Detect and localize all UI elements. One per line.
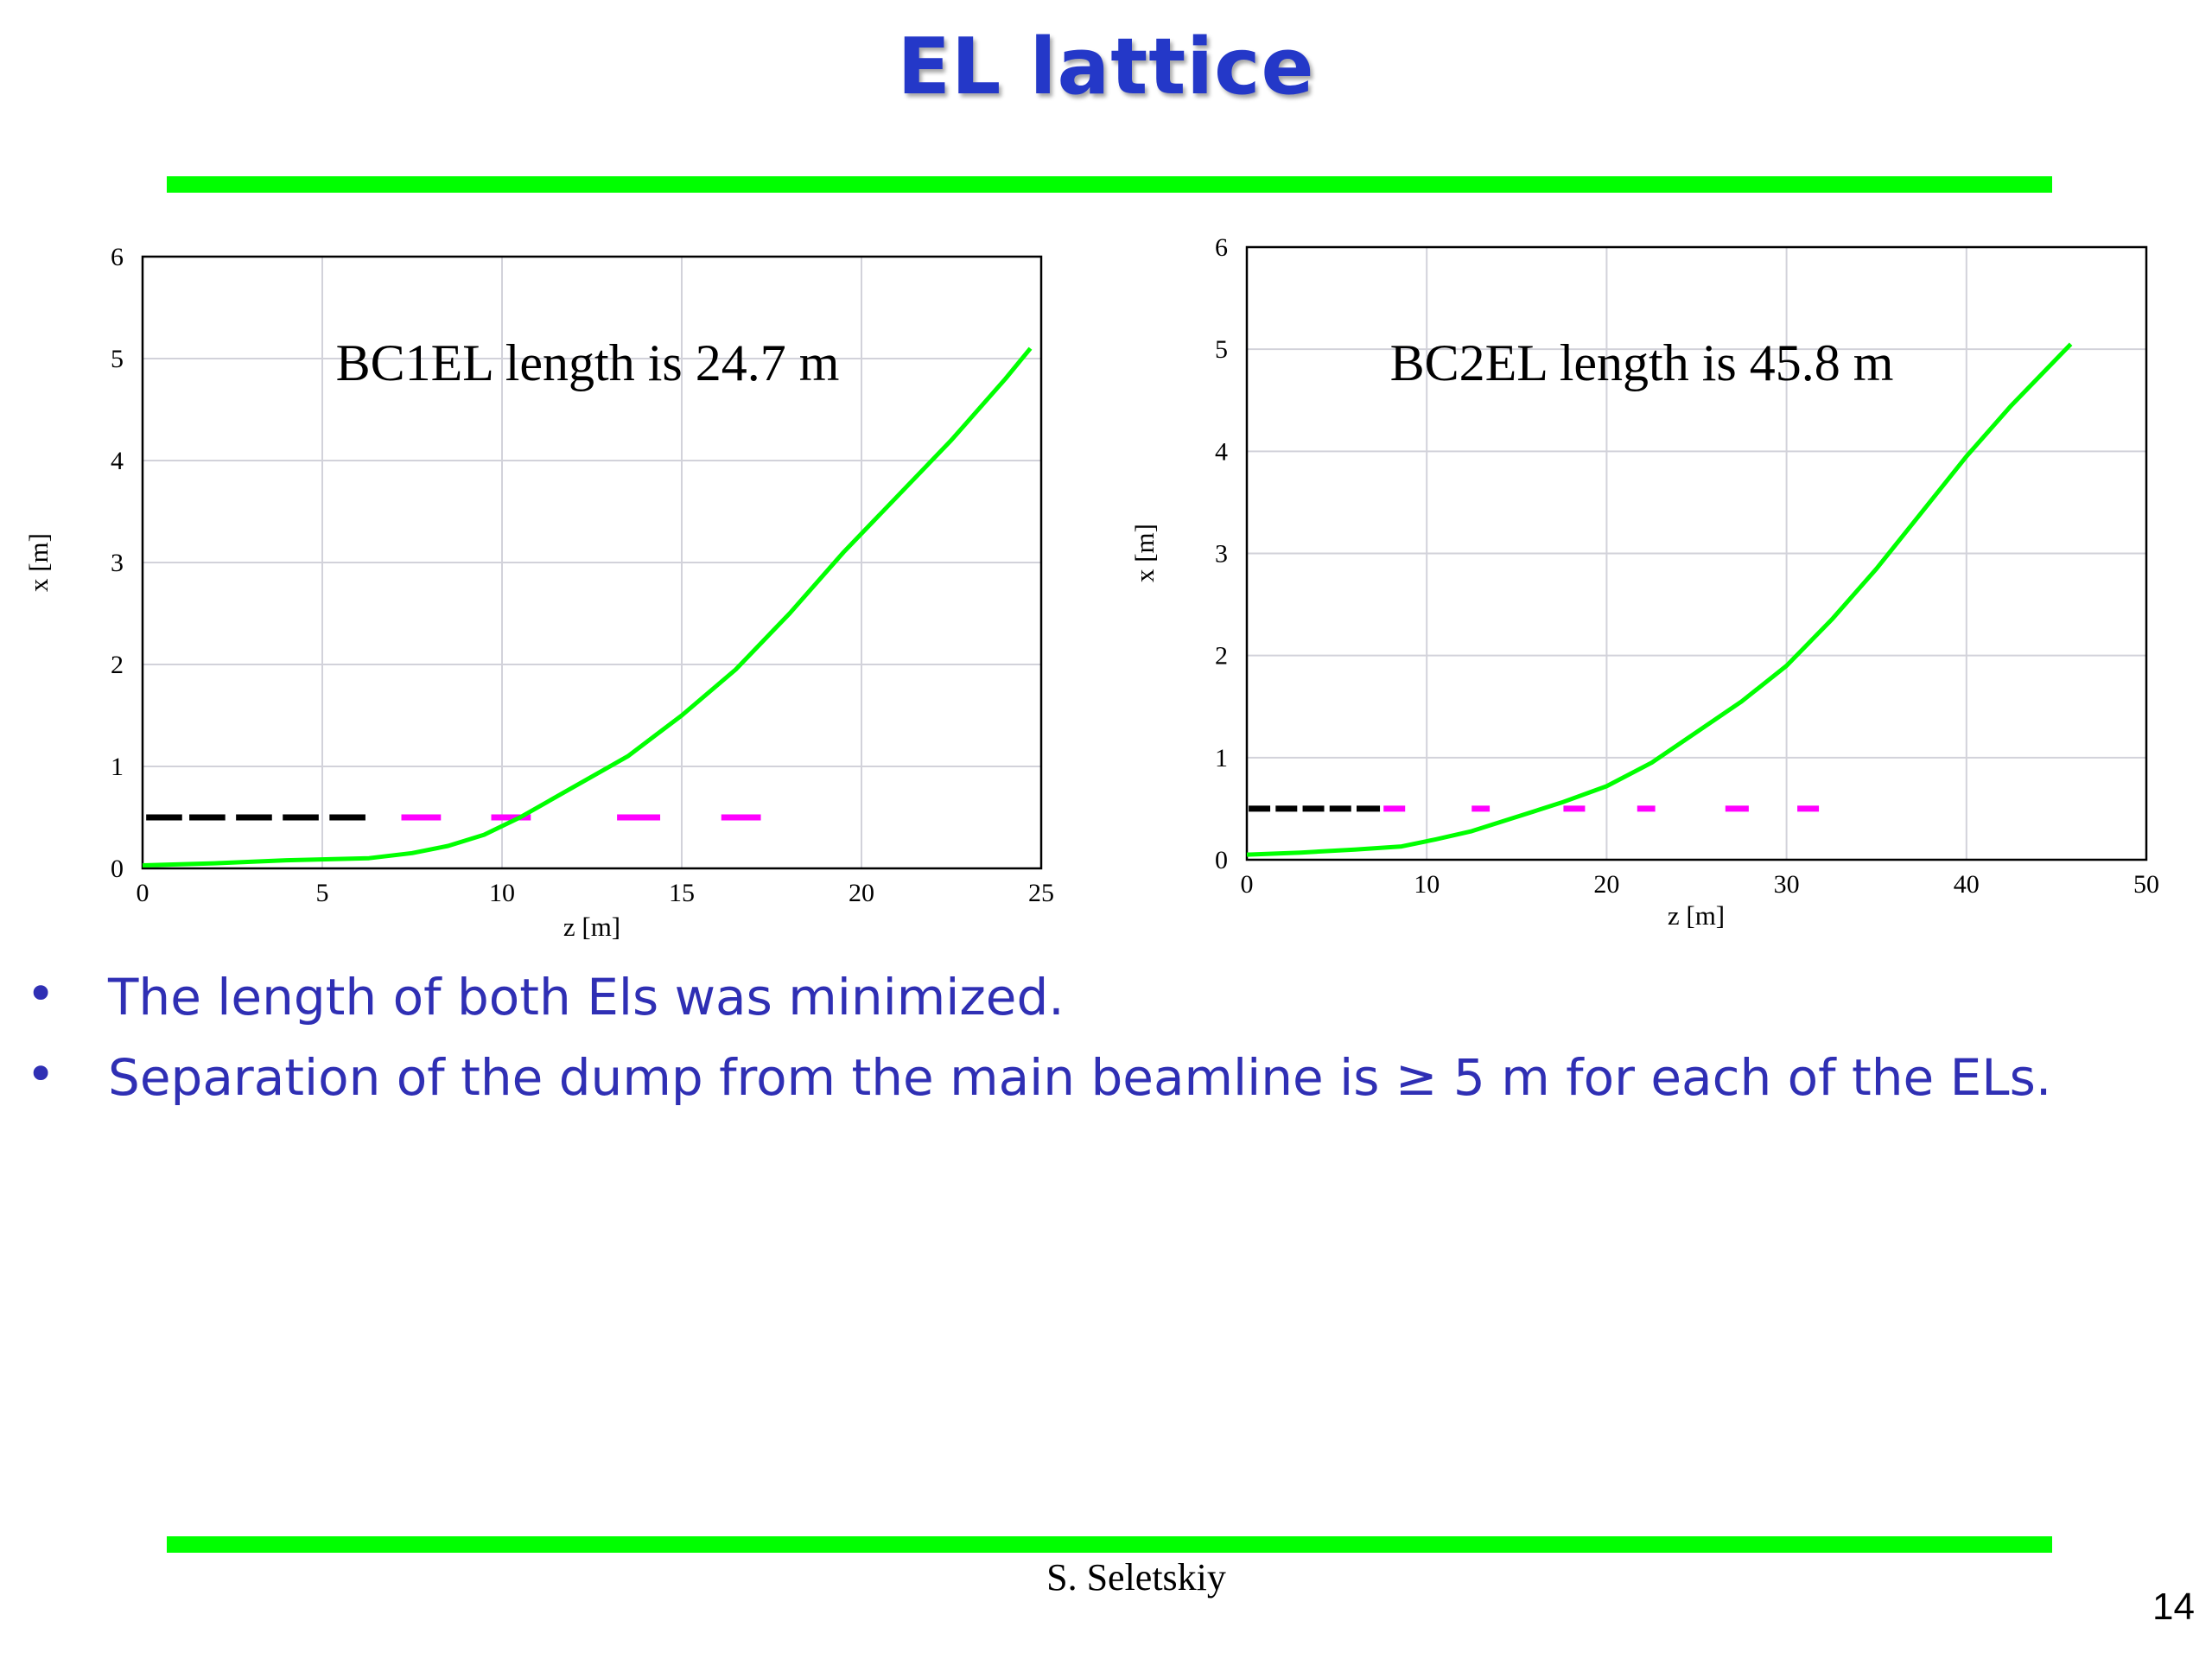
bullet-item: • The length of both Els was minimized. bbox=[26, 964, 2186, 1048]
y-tick-label: 5 bbox=[1215, 335, 1228, 364]
bullet-text: Separation of the dump from the main bea… bbox=[108, 1048, 2052, 1107]
y-tick-label: 4 bbox=[1215, 437, 1228, 466]
chart-annotation: BC1EL length is 24.7 m bbox=[336, 334, 840, 391]
y-tick-label: 1 bbox=[111, 753, 124, 781]
bullet-dot-icon: • bbox=[26, 964, 56, 1023]
y-tick-label: 6 bbox=[1215, 233, 1228, 262]
top-divider bbox=[167, 176, 2052, 193]
x-axis-label: z [m] bbox=[563, 912, 620, 942]
series-line bbox=[1246, 342, 2073, 857]
x-tick-label: 40 bbox=[1954, 870, 1980, 899]
author-name: S. Seletskiy bbox=[1046, 1556, 1226, 1599]
x-tick-label: 30 bbox=[1774, 870, 1800, 899]
plot-frame bbox=[141, 255, 1043, 870]
page-number: 14 bbox=[2152, 1586, 2195, 1628]
y-tick-label: 3 bbox=[1215, 540, 1228, 569]
y-tick-label: 6 bbox=[111, 243, 124, 271]
chart-annotation: BC2EL length is 45.8 m bbox=[1390, 334, 1894, 391]
y-tick-label: 4 bbox=[111, 447, 124, 475]
bullet-dot-icon: • bbox=[26, 1045, 56, 1103]
x-tick-label: 20 bbox=[849, 879, 874, 907]
y-tick-label: 0 bbox=[1215, 846, 1228, 874]
bullet-text: The length of both Els was minimized. bbox=[108, 968, 1065, 1027]
bottom-divider bbox=[167, 1536, 2052, 1553]
y-tick-label: 5 bbox=[111, 345, 124, 373]
slide-title: EL lattice bbox=[897, 22, 1315, 112]
series-line bbox=[142, 346, 1033, 868]
y-tick-label: 3 bbox=[111, 549, 124, 577]
x-tick-label: 15 bbox=[669, 879, 695, 907]
y-tick-label: 0 bbox=[111, 855, 124, 883]
bullet-list: • The length of both Els was minimized. … bbox=[26, 964, 2186, 1128]
x-tick-label: 50 bbox=[2133, 870, 2159, 899]
x-tick-label: 20 bbox=[1593, 870, 1619, 899]
y-tick-label: 1 bbox=[1215, 744, 1228, 772]
x-tick-label: 0 bbox=[137, 879, 149, 907]
x-tick-label: 0 bbox=[1241, 870, 1254, 899]
x-tick-label: 10 bbox=[489, 879, 515, 907]
x-tick-label: 5 bbox=[316, 879, 329, 907]
y-axis-label: x [m] bbox=[23, 533, 54, 592]
x-tick-label: 10 bbox=[1414, 870, 1440, 899]
plot-frame bbox=[1245, 245, 2148, 861]
x-axis-label: z [m] bbox=[1668, 900, 1725, 931]
y-axis-label: x [m] bbox=[1129, 524, 1160, 582]
y-tick-label: 2 bbox=[111, 651, 124, 679]
bullet-item: • Separation of the dump from the main b… bbox=[26, 1045, 2186, 1128]
y-tick-label: 2 bbox=[1215, 642, 1228, 671]
x-tick-label: 25 bbox=[1028, 879, 1054, 907]
